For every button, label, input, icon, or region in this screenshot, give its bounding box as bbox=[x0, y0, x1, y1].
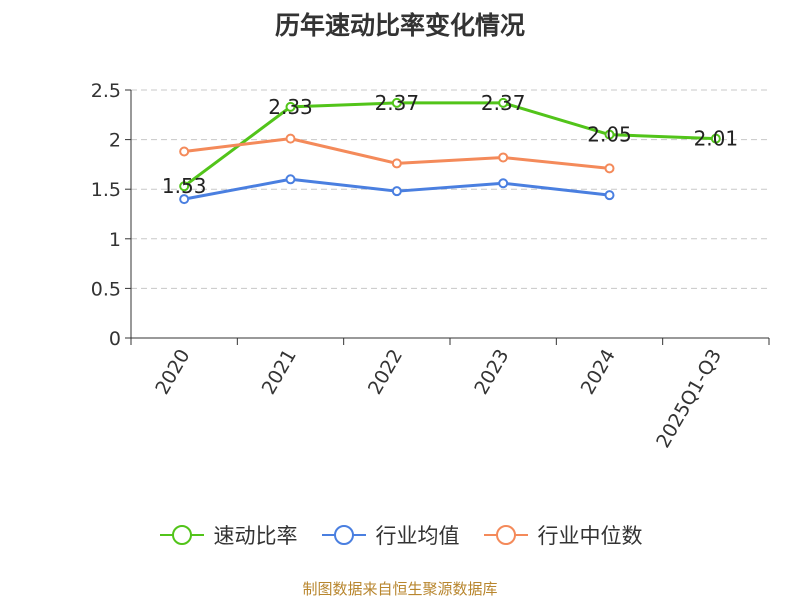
line-chart: 0 0.5 1 1.5 2 2.5 2020 2021 2022 2023 2024 2025Q1-Q… bbox=[91, 80, 770, 452]
x-tick-label: 2025Q1-Q3 bbox=[652, 346, 726, 452]
legend-item[interactable]: 行业均值 bbox=[320, 520, 460, 550]
data-point bbox=[498, 152, 509, 163]
legend-item[interactable]: 速动比率 bbox=[158, 520, 298, 550]
y-tick-label: 1 bbox=[109, 229, 121, 251]
data-point bbox=[179, 194, 190, 205]
x-tick-label: 2022 bbox=[364, 346, 407, 399]
data-label: 2.33 bbox=[268, 95, 313, 119]
data-point bbox=[710, 133, 721, 144]
data-point bbox=[391, 158, 402, 169]
legend-item[interactable]: 行业中位数 bbox=[482, 520, 643, 550]
y-tick-label: 2 bbox=[109, 130, 121, 152]
x-tick-label: 2023 bbox=[470, 345, 513, 398]
data-point bbox=[498, 178, 509, 189]
x-tick-label: 2021 bbox=[258, 346, 301, 399]
data-point bbox=[285, 133, 296, 144]
y-tick-label: 1.5 bbox=[91, 179, 121, 201]
data-label: 2.37 bbox=[375, 91, 420, 115]
series-lines bbox=[179, 97, 721, 205]
legend-marker-icon bbox=[159, 525, 204, 545]
data-point bbox=[498, 97, 509, 108]
data-label: 2.37 bbox=[481, 91, 526, 115]
legend-label: 行业中位数 bbox=[537, 524, 643, 548]
data-label: 1.53 bbox=[162, 174, 207, 198]
data-label: 2.05 bbox=[587, 123, 632, 147]
legend-marker-icon bbox=[321, 525, 366, 545]
data-point bbox=[391, 97, 402, 108]
grid-lines bbox=[131, 89, 769, 289]
data-label: 2.01 bbox=[694, 127, 739, 151]
legend: 速动比率 行业均值 行业中位数 bbox=[0, 520, 800, 550]
data-point bbox=[604, 129, 615, 140]
data-labels: 1.53 2.33 2.37 2.37 2.05 2.01 bbox=[162, 91, 738, 198]
source-note: 制图数据来自恒生聚源数据库 bbox=[302, 580, 498, 598]
data-point bbox=[391, 186, 402, 197]
y-tick-label: 0.5 bbox=[91, 278, 121, 300]
x-tick-label: 2024 bbox=[577, 346, 620, 399]
x-tick-label: 2020 bbox=[151, 346, 194, 399]
chart-title: 历年速动比率变化情况 bbox=[274, 11, 525, 40]
data-point bbox=[604, 163, 615, 174]
y-tick-label: 0 bbox=[109, 328, 121, 350]
data-point bbox=[285, 174, 296, 185]
data-point bbox=[179, 146, 190, 157]
legend-marker-icon bbox=[483, 525, 528, 545]
data-point bbox=[285, 101, 296, 112]
y-tick-label: 2.5 bbox=[91, 80, 121, 102]
legend-label: 行业均值 bbox=[375, 524, 460, 548]
data-point bbox=[179, 181, 190, 192]
series-line-0 bbox=[183, 101, 716, 188]
data-point bbox=[604, 190, 615, 201]
legend-label: 速动比率 bbox=[213, 524, 298, 548]
